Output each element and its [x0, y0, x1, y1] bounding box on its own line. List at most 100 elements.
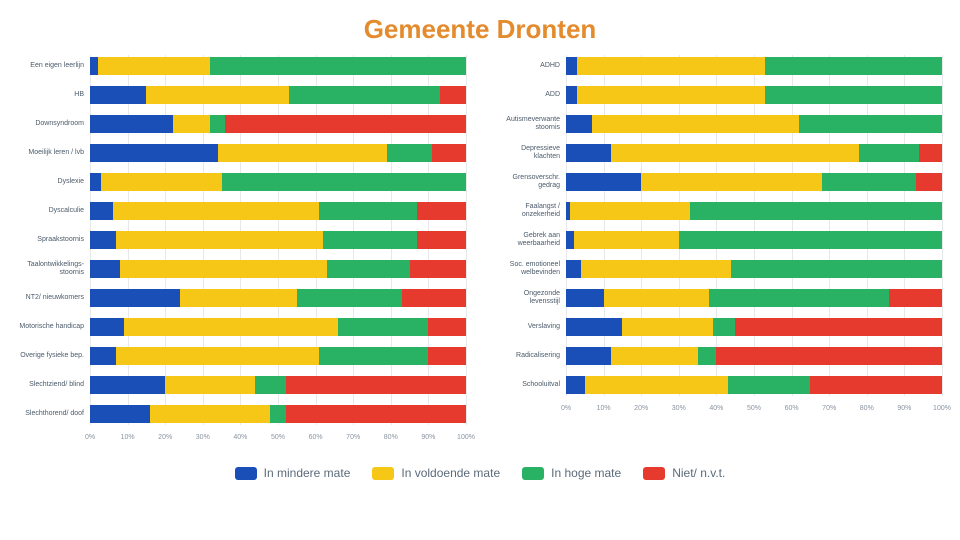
axis-tick-label: 90%: [897, 405, 911, 412]
segment-voldoende: [604, 289, 709, 307]
legend-swatch: [235, 467, 257, 480]
segment-mindere: [90, 144, 218, 162]
legend-label: In hoge mate: [551, 466, 621, 480]
axis-tick-label: 40%: [233, 434, 247, 441]
segment-nvt: [810, 376, 942, 394]
segment-hoge: [210, 57, 466, 75]
category-label: Dyslexie: [18, 178, 90, 186]
axis-tick-label: 80%: [384, 434, 398, 441]
segment-hoge: [698, 347, 717, 365]
segment-mindere: [566, 260, 581, 278]
segment-hoge: [690, 202, 942, 220]
segment-nvt: [428, 347, 466, 365]
category-label: NT2/ nieuwkomers: [18, 294, 90, 302]
segment-nvt: [716, 347, 942, 365]
legend-item-voldoende: In voldoende mate: [372, 466, 500, 480]
segment-voldoende: [180, 289, 297, 307]
bar: [90, 173, 466, 191]
segment-hoge: [289, 86, 439, 104]
bar: [90, 289, 466, 307]
axis-tick-label: 60%: [785, 405, 799, 412]
left-axis: 0%10%20%30%40%50%60%70%80%90%100%: [18, 432, 466, 450]
segment-voldoende: [165, 376, 255, 394]
bar: [566, 260, 942, 278]
legend-label: In mindere mate: [264, 466, 351, 480]
segment-voldoende: [116, 347, 319, 365]
segment-hoge: [731, 260, 942, 278]
bar: [90, 144, 466, 162]
segment-nvt: [286, 405, 466, 423]
left-row: Downsyndroom: [18, 113, 466, 135]
axis-tick-label: 50%: [747, 405, 761, 412]
right-row: Faalangst / onzekerheid: [494, 200, 942, 222]
legend-item-hoge: In hoge mate: [522, 466, 621, 480]
category-label: Dyscalculie: [18, 207, 90, 215]
segment-mindere: [90, 173, 101, 191]
axis-tick-label: 10%: [121, 434, 135, 441]
segment-hoge: [709, 289, 889, 307]
right-row: Gebrek aan weerbaarheid: [494, 229, 942, 251]
right-row: ADD: [494, 84, 942, 106]
legend-swatch: [522, 467, 544, 480]
page-title: Gemeente Dronten: [0, 0, 960, 55]
segment-nvt: [440, 86, 466, 104]
segment-mindere: [90, 202, 113, 220]
segment-mindere: [566, 347, 611, 365]
category-label: Motorische handicap: [18, 323, 90, 331]
right-row: Soc. emotioneel welbevinden: [494, 258, 942, 280]
axis-tick-label: 20%: [158, 434, 172, 441]
segment-nvt: [402, 289, 466, 307]
charts-container: Een eigen leerlijnHBDownsyndroomMoeilijk…: [0, 55, 960, 450]
category-label: Slechthorend/ doof: [18, 410, 90, 418]
segment-voldoende: [116, 231, 323, 249]
left-row: Moeilijk leren / lvb: [18, 142, 466, 164]
bar: [566, 289, 942, 307]
bar: [566, 86, 942, 104]
category-label: ADD: [494, 91, 566, 99]
segment-voldoende: [570, 202, 690, 220]
right-row: ADHD: [494, 55, 942, 77]
axis-tick-label: 20%: [634, 405, 648, 412]
left-row: Slechtziend/ blind: [18, 374, 466, 396]
segment-voldoende: [150, 405, 270, 423]
segment-nvt: [417, 202, 466, 220]
bar: [566, 231, 942, 249]
legend-swatch: [372, 467, 394, 480]
bar: [566, 173, 942, 191]
segment-mindere: [566, 318, 622, 336]
segment-mindere: [566, 86, 577, 104]
axis-tick-label: 10%: [597, 405, 611, 412]
bar: [90, 376, 466, 394]
segment-voldoende: [218, 144, 387, 162]
segment-voldoende: [101, 173, 221, 191]
bar: [566, 318, 942, 336]
axis-tick-label: 0%: [561, 405, 571, 412]
left-row: Een eigen leerlijn: [18, 55, 466, 77]
segment-nvt: [432, 144, 466, 162]
segment-hoge: [323, 231, 417, 249]
segment-voldoende: [585, 376, 728, 394]
segment-voldoende: [98, 57, 211, 75]
segment-hoge: [679, 231, 942, 249]
right-row: Radicalisering: [494, 345, 942, 367]
segment-hoge: [297, 289, 402, 307]
axis-tick-label: 80%: [860, 405, 874, 412]
bar: [566, 144, 942, 162]
segment-nvt: [286, 376, 466, 394]
segment-hoge: [713, 318, 736, 336]
bar: [90, 347, 466, 365]
left-row: Motorische handicap: [18, 316, 466, 338]
segment-voldoende: [577, 57, 765, 75]
segment-hoge: [387, 144, 432, 162]
legend-label: In voldoende mate: [401, 466, 500, 480]
bar: [566, 347, 942, 365]
bar: [90, 86, 466, 104]
axis-tick-label: 90%: [421, 434, 435, 441]
segment-mindere: [90, 57, 98, 75]
category-label: Autismeverwante stoornis: [494, 116, 566, 132]
bar: [566, 376, 942, 394]
segment-mindere: [566, 231, 574, 249]
segment-mindere: [90, 115, 173, 133]
segment-hoge: [765, 86, 942, 104]
category-label: Gebrek aan weerbaarheid: [494, 232, 566, 248]
